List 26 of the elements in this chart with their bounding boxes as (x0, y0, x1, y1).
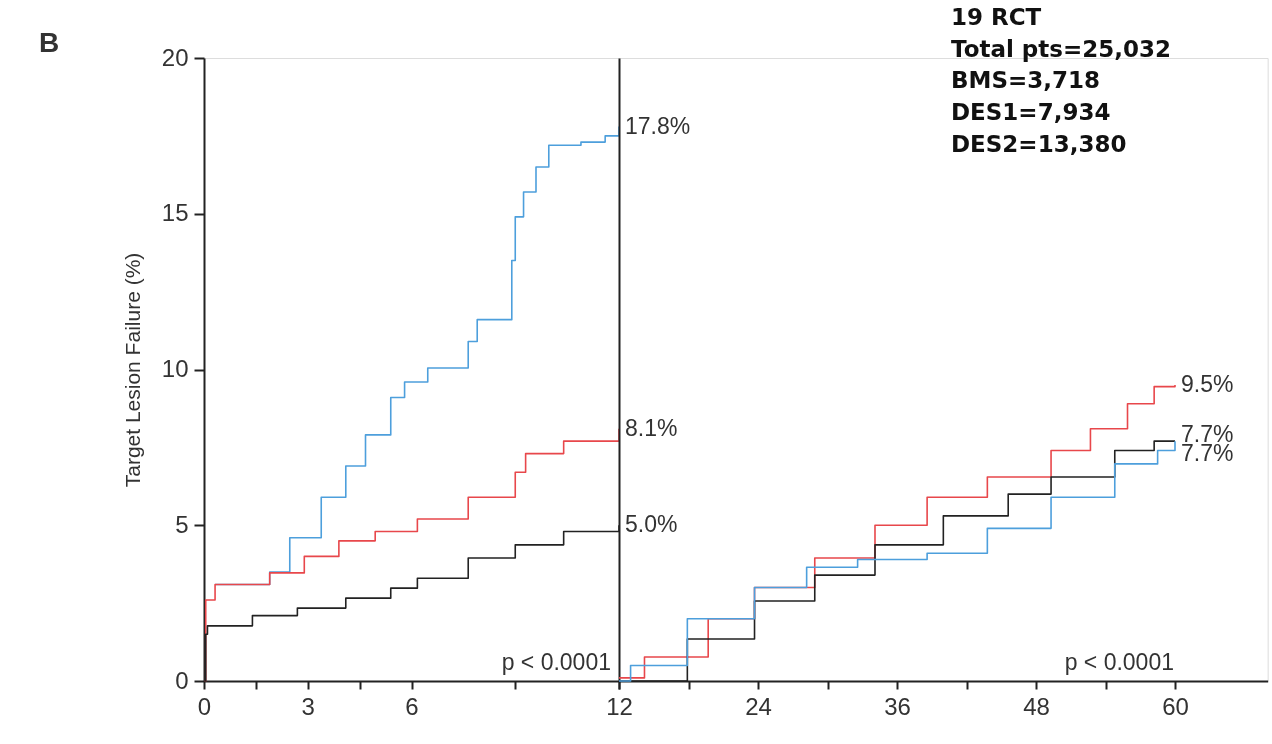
annotation: DES1=7,934 (951, 99, 1111, 126)
data-label: 17.8% (625, 112, 691, 139)
x-tick-label: 3 (301, 692, 315, 720)
x-tick-label: 0 (197, 692, 212, 720)
text: 19 RCT (951, 4, 1042, 30)
x-tick-label: 60 (1162, 692, 1189, 720)
y-tick-label: 5 (175, 510, 189, 538)
y-tick-label: 10 (161, 355, 189, 382)
annotation: p < 0.0001 (1064, 649, 1174, 675)
y-tick-label: 20 (161, 43, 189, 71)
x-tick-label: 24 (745, 692, 772, 720)
annotation: DES2=13,380 (951, 130, 1127, 157)
annotation: p < 0.0001 (501, 649, 611, 675)
annotation: Total pts=25,032 (951, 35, 1172, 62)
x-tick-label: 48 (1023, 692, 1050, 720)
x-tick-label: 6 (405, 692, 419, 720)
y-tick-label: 15 (161, 199, 189, 227)
y-axis-title: Target Lesion Failure (%) (120, 252, 144, 488)
y-tick-label: 0 (175, 666, 189, 694)
annotation: BMS=3,718 (951, 67, 1101, 94)
data-label: 9.5% (1181, 371, 1234, 398)
x-tick-label: 36 (884, 692, 911, 720)
text: B (39, 27, 60, 58)
x-tick-label: 12 (606, 692, 633, 720)
data-label: 5.0% (625, 511, 678, 538)
data-label: 8.1% (625, 414, 678, 441)
